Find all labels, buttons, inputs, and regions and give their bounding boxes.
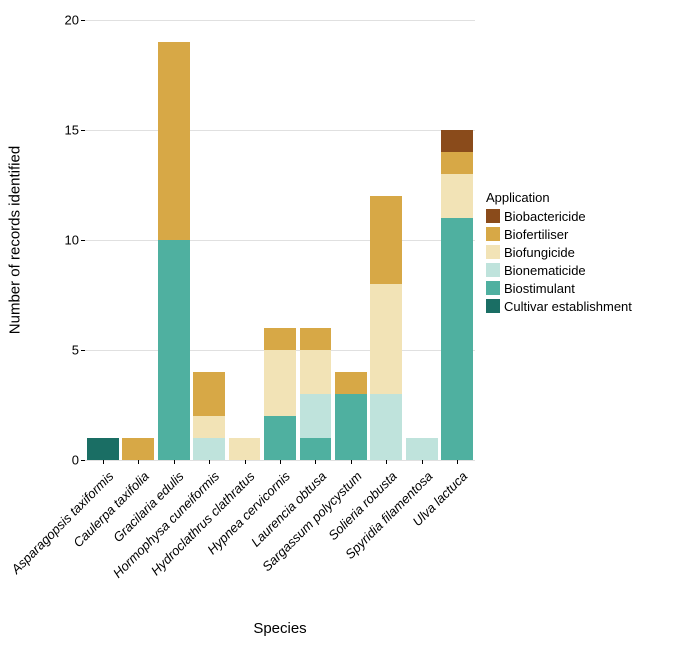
legend-label: Biofungicide bbox=[504, 245, 575, 260]
bar-segment bbox=[370, 394, 402, 460]
y-axis-title: Number of records identified bbox=[7, 146, 24, 334]
legend-label: Biostimulant bbox=[504, 281, 575, 296]
legend-swatch bbox=[486, 299, 500, 313]
legend-item: Cultivar establishment bbox=[486, 297, 632, 315]
legend-swatch bbox=[486, 281, 500, 295]
y-tick-mark bbox=[81, 350, 85, 351]
x-tick-mark bbox=[351, 460, 352, 464]
bar-segment bbox=[264, 350, 296, 416]
x-tick-mark bbox=[174, 460, 175, 464]
bar-segment bbox=[300, 328, 332, 350]
legend-swatch bbox=[486, 263, 500, 277]
bar-segment bbox=[370, 284, 402, 394]
x-tick-mark bbox=[103, 460, 104, 464]
bar-segment bbox=[229, 438, 261, 460]
x-tick-mark bbox=[386, 460, 387, 464]
plot-area: 05101520Asparagopsis taxiformisCaulerpa … bbox=[85, 20, 475, 460]
bar-segment bbox=[335, 372, 367, 394]
bar-segment bbox=[122, 438, 154, 460]
grid-line bbox=[85, 130, 475, 131]
bar-segment bbox=[300, 350, 332, 394]
y-tick-mark bbox=[81, 130, 85, 131]
x-tick-mark bbox=[315, 460, 316, 464]
grid-line bbox=[85, 240, 475, 241]
x-tick-mark bbox=[245, 460, 246, 464]
bar-segment bbox=[406, 438, 438, 460]
x-tick-mark bbox=[422, 460, 423, 464]
x-tick-mark bbox=[457, 460, 458, 464]
y-tick-mark bbox=[81, 460, 85, 461]
x-tick-mark bbox=[280, 460, 281, 464]
legend-title: Application bbox=[486, 190, 632, 205]
bar-segment bbox=[87, 438, 119, 460]
legend-label: Cultivar establishment bbox=[504, 299, 632, 314]
chart-container: 05101520Asparagopsis taxiformisCaulerpa … bbox=[0, 0, 685, 647]
bar-segment bbox=[441, 152, 473, 174]
legend-item: Biostimulant bbox=[486, 279, 632, 297]
legend-label: Bionematicide bbox=[504, 263, 586, 278]
legend-item: Biobactericide bbox=[486, 207, 632, 225]
bar-segment bbox=[193, 416, 225, 438]
y-tick-mark bbox=[81, 240, 85, 241]
bar-segment bbox=[264, 328, 296, 350]
bar-segment bbox=[335, 394, 367, 460]
x-axis-title: Species bbox=[253, 620, 306, 637]
bar-segment bbox=[370, 196, 402, 284]
bar-segment bbox=[441, 174, 473, 218]
grid-line bbox=[85, 20, 475, 21]
legend-item: Biofungicide bbox=[486, 243, 632, 261]
legend-item: Bionematicide bbox=[486, 261, 632, 279]
bar-segment bbox=[158, 42, 190, 240]
bar-segment bbox=[441, 218, 473, 460]
x-tick-mark bbox=[209, 460, 210, 464]
bar-segment bbox=[158, 240, 190, 460]
bar-segment bbox=[193, 438, 225, 460]
legend-label: Biobactericide bbox=[504, 209, 586, 224]
bar-segment bbox=[300, 438, 332, 460]
bar-segment bbox=[441, 130, 473, 152]
legend-item: Biofertiliser bbox=[486, 225, 632, 243]
legend-swatch bbox=[486, 227, 500, 241]
legend-swatch bbox=[486, 245, 500, 259]
bar-segment bbox=[193, 372, 225, 416]
legend: Application Biobactericide Biofertiliser B… bbox=[486, 190, 632, 315]
bar-segment bbox=[300, 394, 332, 438]
y-tick-mark bbox=[81, 20, 85, 21]
legend-swatch bbox=[486, 209, 500, 223]
legend-label: Biofertiliser bbox=[504, 227, 568, 242]
bar-segment bbox=[264, 416, 296, 460]
x-tick-mark bbox=[138, 460, 139, 464]
